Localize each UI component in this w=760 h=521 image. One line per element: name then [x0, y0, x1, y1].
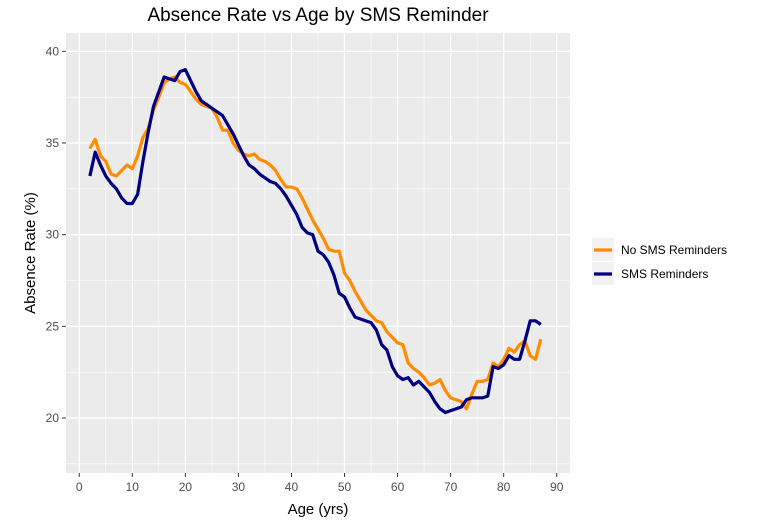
- y-tick-label: 25: [46, 319, 60, 333]
- y-tick-label: 40: [46, 44, 60, 58]
- x-tick-label: 10: [126, 480, 140, 494]
- y-axis-title: Absence Rate (%): [22, 192, 39, 314]
- legend-label: SMS Reminders: [621, 267, 708, 281]
- x-tick-label: 70: [444, 480, 458, 494]
- x-tick-label: 20: [179, 480, 193, 494]
- series-line-no-sms-reminders: [88, 75, 543, 411]
- x-tick-label: 50: [338, 480, 352, 494]
- x-axis-title: Age (yrs): [288, 501, 349, 518]
- grid-major: [66, 33, 570, 473]
- legend-label: No SMS Reminders: [621, 243, 727, 257]
- series-lines: [88, 68, 543, 415]
- x-tick-label: 60: [391, 480, 405, 494]
- x-tick-label: 40: [285, 480, 299, 494]
- legend: No SMS Reminders SMS Reminders: [592, 238, 727, 285]
- y-tick-label: 20: [46, 411, 60, 425]
- chart-title: Absence Rate vs Age by SMS Reminder: [147, 5, 489, 26]
- x-tick-label: 0: [76, 480, 83, 494]
- series-line-sms-reminders: [88, 68, 542, 415]
- x-tick-label: 90: [550, 480, 564, 494]
- y-tick-label: 30: [46, 228, 60, 242]
- x-axis: 0 10 20 30 40 50 60 70 80 90: [76, 473, 564, 494]
- x-tick-label: 30: [232, 480, 246, 494]
- y-axis: 20 25 30 35 40: [46, 44, 66, 425]
- y-tick-label: 35: [46, 136, 60, 150]
- x-tick-label: 80: [497, 480, 511, 494]
